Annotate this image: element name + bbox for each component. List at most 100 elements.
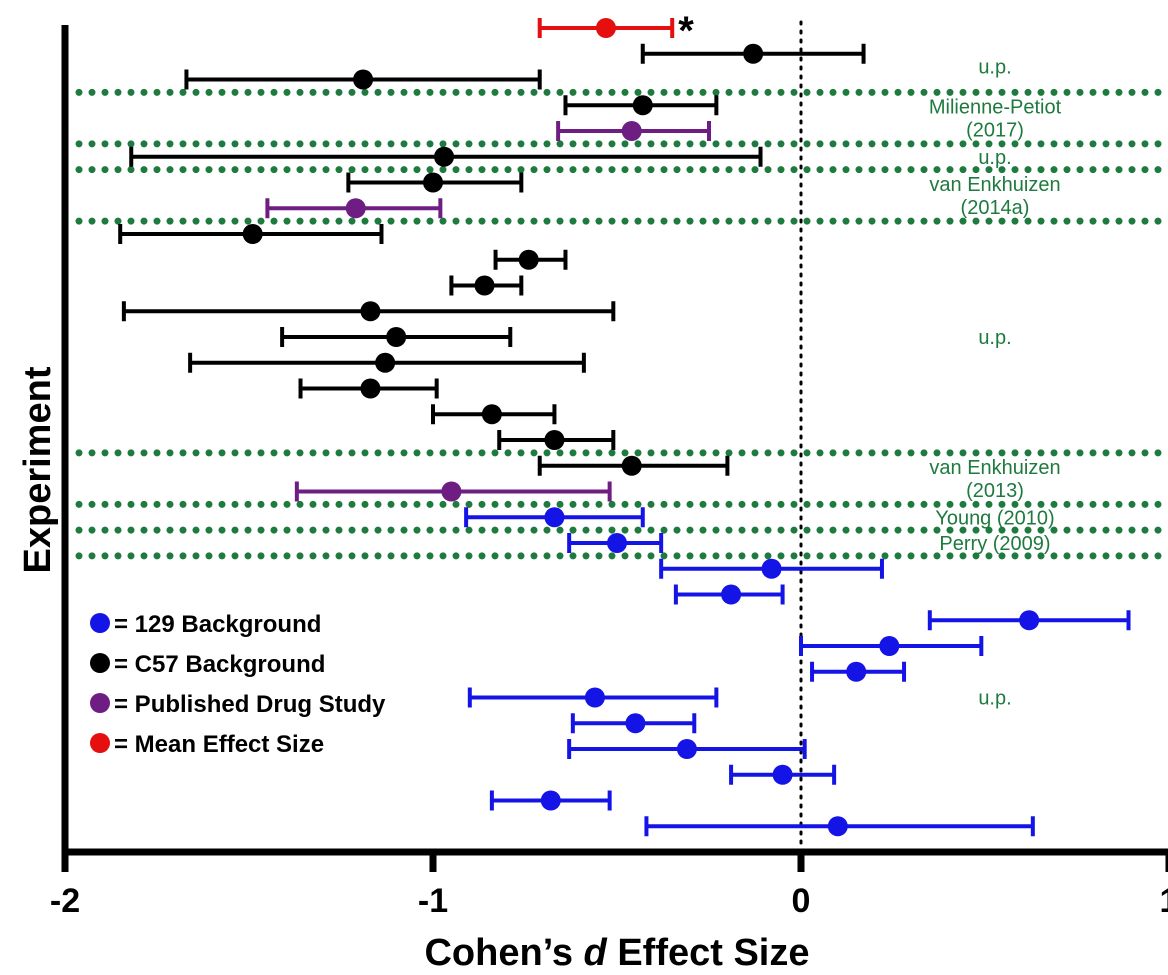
x-axis-title-italic: d <box>584 932 608 974</box>
x-tick-label: -1 <box>418 882 448 920</box>
effect-size-row <box>567 739 807 759</box>
study-annotation-label: (2017) <box>966 120 1024 142</box>
x-tick-label: 0 <box>792 882 811 920</box>
effect-size-point <box>879 636 900 656</box>
effect-size-row <box>567 533 664 553</box>
effect-size-series <box>118 18 1131 837</box>
effect-size-row <box>118 224 384 244</box>
study-annotation-label: (2013) <box>966 480 1024 502</box>
study-annotation-label: Milienne-Petiot <box>929 97 1062 119</box>
effect-size-point <box>481 404 502 425</box>
effect-size-row <box>497 430 616 450</box>
x-axis-title-suffix: Effect Size <box>607 932 810 974</box>
effect-size-point <box>544 430 565 450</box>
legend-label: = 129 Background <box>114 611 321 638</box>
effect-size-row <box>537 455 730 476</box>
effect-size-point <box>423 172 443 193</box>
effect-size-row <box>640 43 866 64</box>
effect-size-row <box>294 481 612 502</box>
legend-label: = Published Drug Study <box>114 691 386 718</box>
effect-size-row <box>563 95 719 116</box>
effect-size-point <box>474 275 495 296</box>
study-annotation-label: u.p. <box>978 688 1011 710</box>
legend-label: = Mean Effect Size <box>114 731 324 758</box>
effect-size-row <box>449 275 524 296</box>
effect-size-point <box>743 43 764 64</box>
effect-size-point <box>540 790 561 811</box>
study-annotation-label: (2014a) <box>961 197 1030 219</box>
study-annotations: u.p. Milienne-Petiot(2017) u.p. van Enkhuiz… <box>929 57 1062 710</box>
effect-size-point <box>386 327 407 347</box>
effect-size-row <box>346 172 524 193</box>
effect-size-row <box>184 69 542 90</box>
axes: -2 -1 0 1 <box>50 25 1168 920</box>
effect-size-point <box>518 249 539 270</box>
study-separators <box>75 88 1168 560</box>
x-tick-label: 1 <box>1160 882 1168 920</box>
effect-size-row <box>489 790 612 811</box>
legend-swatch <box>90 733 110 753</box>
effect-size-row <box>298 378 439 399</box>
x-axis-title: Cohen’s d Effect Size <box>424 932 809 974</box>
effect-size-row <box>493 249 568 270</box>
study-annotation-label: u.p. <box>978 327 1011 349</box>
effect-size-point <box>434 146 455 167</box>
effect-size-point <box>595 18 616 38</box>
effect-size-point <box>621 121 642 141</box>
effect-size-point <box>360 301 381 322</box>
effect-size-row <box>644 816 1035 837</box>
effect-size-point <box>676 739 697 759</box>
study-annotation-label: van Enkhuizen <box>929 174 1060 196</box>
effect-size-row <box>927 610 1131 631</box>
legend-swatch <box>90 653 110 673</box>
x-tick-label: -2 <box>50 882 80 920</box>
effect-size-row <box>280 327 513 347</box>
effect-size-row <box>673 584 785 605</box>
effect-size-point <box>772 764 793 785</box>
legend-label: = C57 Background <box>114 651 325 678</box>
effect-size-row <box>659 558 884 579</box>
effect-size-row <box>537 18 675 38</box>
study-annotation-label: u.p. <box>978 147 1011 169</box>
effect-size-point <box>242 224 263 244</box>
effect-size-point <box>353 69 374 90</box>
effect-size-point <box>761 558 782 579</box>
effect-size-row <box>265 198 443 219</box>
effect-size-point <box>360 378 381 399</box>
effect-size-point <box>544 507 565 528</box>
effect-size-point <box>827 816 848 837</box>
effect-size-point <box>584 687 605 708</box>
legend-swatch <box>90 693 110 713</box>
y-axis-title: Experiment <box>17 366 59 573</box>
study-annotation-label: u.p. <box>978 57 1011 79</box>
study-annotation-label: Young (2010) <box>935 507 1054 529</box>
effect-size-row <box>121 301 616 322</box>
effect-size-row <box>129 146 763 167</box>
effect-size-point <box>607 533 627 553</box>
effect-size-row <box>467 687 719 708</box>
effect-size-point <box>632 95 653 116</box>
effect-size-point <box>1019 610 1040 631</box>
effect-size-row <box>729 764 837 785</box>
effect-size-row <box>556 121 711 141</box>
effect-size-row <box>810 661 907 682</box>
x-axis-title-prefix: Cohen’s <box>424 932 583 974</box>
legend: = 129 Background = C57 Background = Publis… <box>90 611 386 758</box>
effect-size-point <box>441 481 462 502</box>
effect-size-point <box>345 198 366 219</box>
legend-swatch <box>90 613 110 633</box>
effect-size-row <box>570 713 697 734</box>
effect-size-row <box>431 404 557 425</box>
significance-marker: * <box>678 9 694 53</box>
effect-size-point <box>621 455 642 476</box>
effect-size-row <box>188 352 586 373</box>
effect-size-point <box>375 352 396 373</box>
effect-size-point <box>721 584 742 605</box>
effect-size-point <box>625 713 646 734</box>
effect-size-point <box>846 661 867 682</box>
effect-size-row <box>799 636 984 656</box>
study-annotation-label: van Enkhuizen <box>929 457 1060 479</box>
effect-size-row <box>464 507 645 528</box>
study-annotation-label: Perry (2009) <box>939 533 1050 555</box>
